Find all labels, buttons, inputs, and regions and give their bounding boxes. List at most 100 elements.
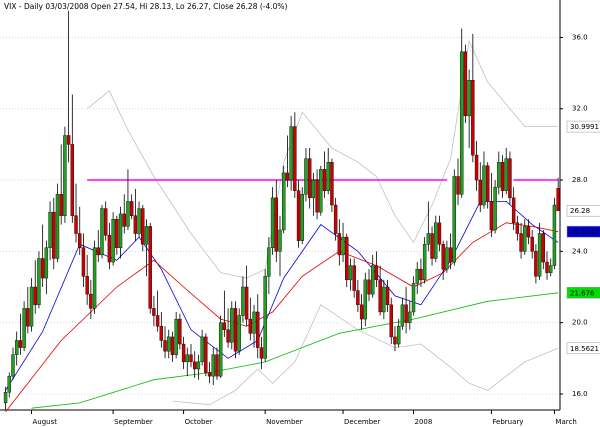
candle-body: [63, 135, 67, 216]
candle-body: [460, 51, 464, 195]
candle-body: [230, 308, 234, 343]
candle-body: [285, 172, 290, 181]
candle-body: [519, 233, 523, 252]
y-tick-label: 36.0: [572, 33, 588, 41]
candle-body: [448, 247, 453, 263]
candle-body: [22, 308, 26, 348]
candle-body: [252, 311, 256, 334]
value-label: 30.9991: [570, 123, 599, 131]
candle-body: [326, 162, 330, 191]
candle-body: [434, 222, 438, 259]
candle-body: [137, 208, 141, 234]
value-box: [566, 120, 600, 133]
candle-body: [237, 315, 241, 352]
candle-body: [333, 204, 338, 234]
candle-body: [534, 251, 538, 277]
candle-body: [66, 135, 71, 145]
candle-body: [85, 276, 89, 295]
candle-body: [396, 326, 401, 345]
candle-body: [545, 261, 549, 273]
candle-body: [348, 265, 353, 281]
candle-body: [7, 375, 11, 393]
value-label: 21.676: [570, 289, 595, 297]
candle-body: [485, 165, 490, 202]
y-tick-label: 16.0: [572, 390, 588, 398]
candle-body: [426, 233, 431, 245]
candle-body: [259, 347, 264, 359]
candle-body: [511, 197, 516, 224]
candle-body: [103, 208, 108, 236]
candle-body: [263, 276, 267, 359]
candle-body: [419, 268, 423, 281]
y-tick-label: 32.0: [572, 105, 588, 113]
x-tick-label: August: [33, 418, 58, 426]
candle-body: [293, 126, 297, 191]
candle-body: [489, 201, 494, 231]
candle-body: [55, 194, 60, 259]
candle-body: [189, 354, 193, 363]
candle-body: [115, 219, 119, 248]
candle-body: [163, 340, 167, 352]
candle-body: [222, 322, 227, 330]
candle-body: [274, 197, 278, 252]
candle-body: [215, 354, 219, 377]
candle-body: [40, 258, 45, 279]
value-label: 25.1047: [570, 228, 599, 236]
candle-body: [530, 236, 534, 252]
candle-body: [552, 204, 557, 266]
x-tick-label: 2008: [415, 418, 433, 426]
candle-body: [411, 283, 416, 313]
candle-body: [133, 215, 138, 234]
overlay-line: [5, 222, 559, 413]
candle-body: [315, 179, 319, 213]
candle-body: [37, 258, 41, 306]
candle-body: [92, 247, 97, 309]
candle-body: [385, 286, 390, 306]
candle-body: [148, 226, 152, 309]
candle-body: [159, 326, 164, 341]
candle-body: [74, 215, 78, 234]
candle-body: [81, 247, 86, 277]
candle-body: [526, 226, 531, 238]
candle-body: [345, 236, 349, 281]
candle-body: [430, 233, 434, 259]
candle-body: [296, 190, 301, 241]
candle-body: [322, 169, 327, 191]
x-tick-label: October: [185, 418, 213, 426]
candle-body: [193, 361, 197, 370]
candle-body: [371, 265, 375, 295]
candle-body: [129, 201, 134, 216]
candle-body: [89, 293, 93, 309]
candle-body: [515, 222, 520, 234]
candle-body: [233, 308, 238, 352]
candle-body: [48, 211, 52, 248]
candle-body: [415, 268, 419, 284]
candle-body: [493, 186, 497, 231]
candle-body: [556, 188, 560, 211]
candle-body: [367, 279, 371, 295]
candle-body: [437, 222, 442, 245]
candle-body: [126, 201, 130, 227]
overlay-line: [31, 292, 559, 409]
candle-body: [256, 311, 260, 348]
candle-body: [270, 197, 275, 248]
chart-title: VIX - Daily 03/03/2008 Open 27.54, Hi 28…: [4, 2, 288, 11]
candle-body: [445, 247, 449, 270]
candle-body: [167, 336, 171, 352]
candle-body: [204, 336, 208, 373]
candle-body: [29, 286, 34, 327]
candle-body: [374, 265, 379, 281]
candle-body: [289, 126, 293, 181]
candle-body: [307, 158, 312, 199]
candle-body: [304, 158, 308, 195]
candle-body: [59, 194, 63, 216]
candle-body: [96, 247, 100, 256]
candle-body: [144, 226, 149, 245]
candle-body: [282, 172, 286, 231]
candle-body: [44, 247, 49, 279]
candle-body: [537, 233, 542, 277]
candle-body: [174, 318, 178, 355]
candle-body: [278, 229, 282, 252]
value-box: [566, 204, 600, 217]
candle-body: [400, 304, 405, 327]
